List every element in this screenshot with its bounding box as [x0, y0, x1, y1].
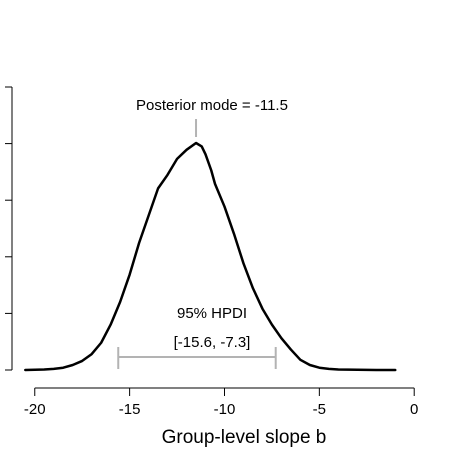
x-tick-label: -15: [119, 401, 141, 418]
hpdi-label: 95% HPDI: [177, 305, 247, 322]
x-tick-label: 0: [410, 401, 418, 418]
x-tick-label: -10: [214, 401, 236, 418]
mode-label: Posterior mode = -11.5: [136, 97, 288, 114]
x-tick-label: -5: [313, 401, 326, 418]
y-axis: [5, 86, 13, 371]
density-series: [24, 141, 397, 372]
density-curve: [24, 141, 397, 372]
x-tick-label: -20: [24, 401, 46, 418]
hpdi-range-label: [-15.6, -7.3]: [174, 334, 251, 351]
x-axis-label: Group-level slope b: [162, 427, 327, 448]
x-axis: -20 -15 -10 -5 0: [24, 387, 418, 418]
hpdi-annotations: [117, 119, 277, 369]
